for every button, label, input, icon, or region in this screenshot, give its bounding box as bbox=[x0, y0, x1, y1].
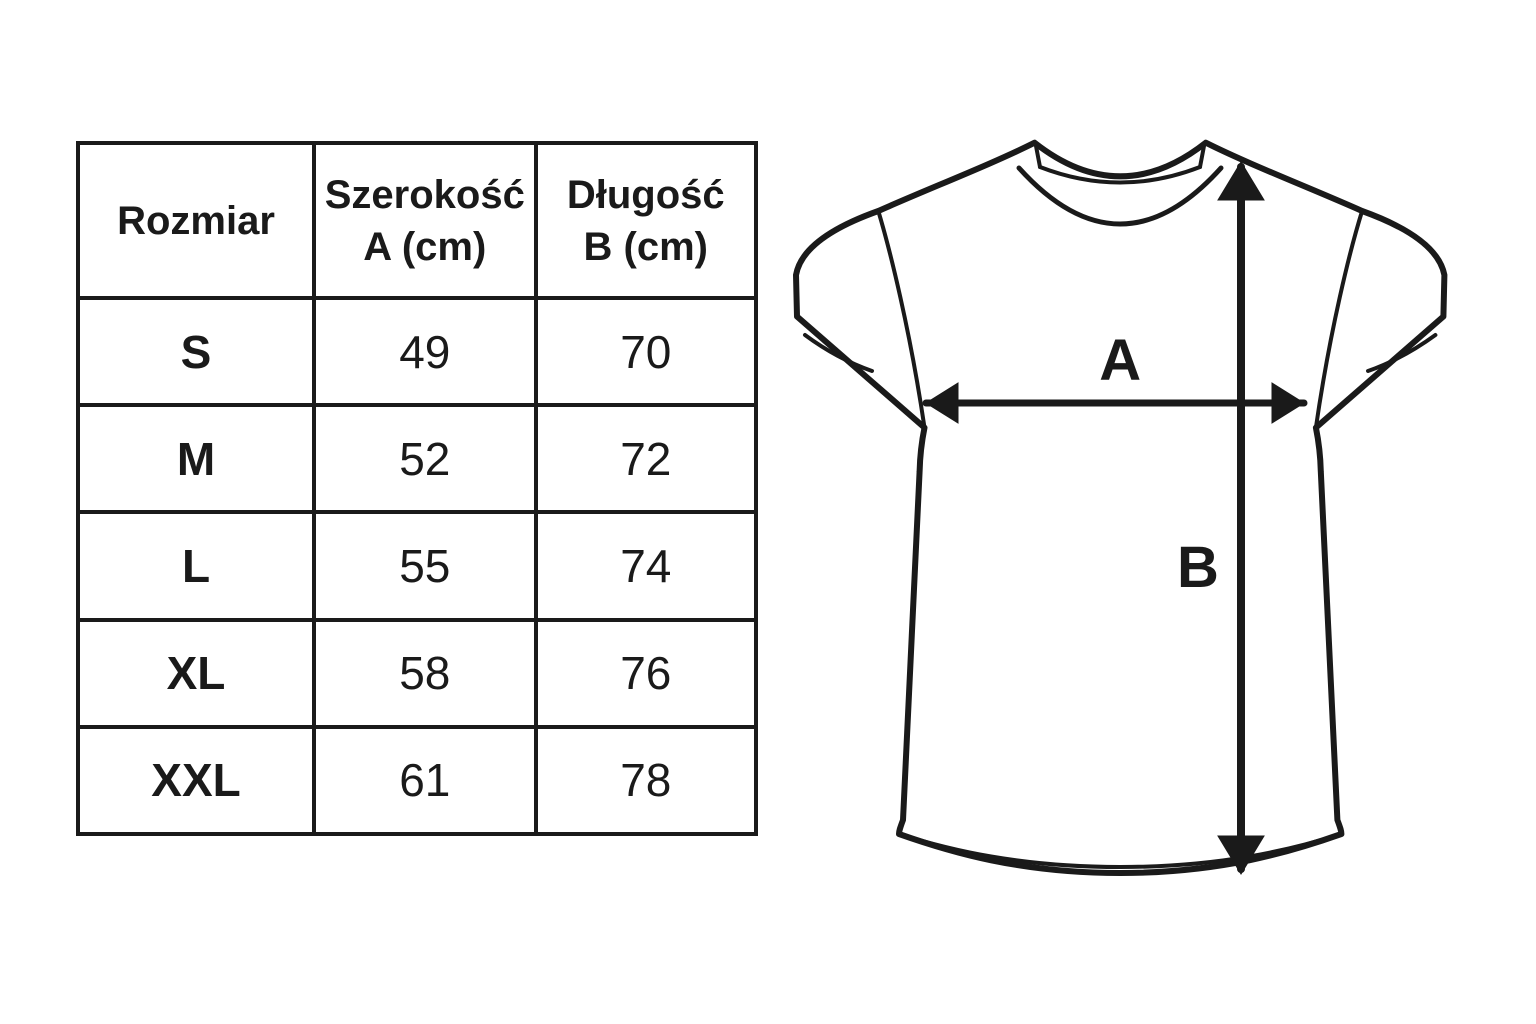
svg-text:B: B bbox=[1177, 535, 1219, 600]
svg-text:A: A bbox=[1099, 328, 1141, 393]
